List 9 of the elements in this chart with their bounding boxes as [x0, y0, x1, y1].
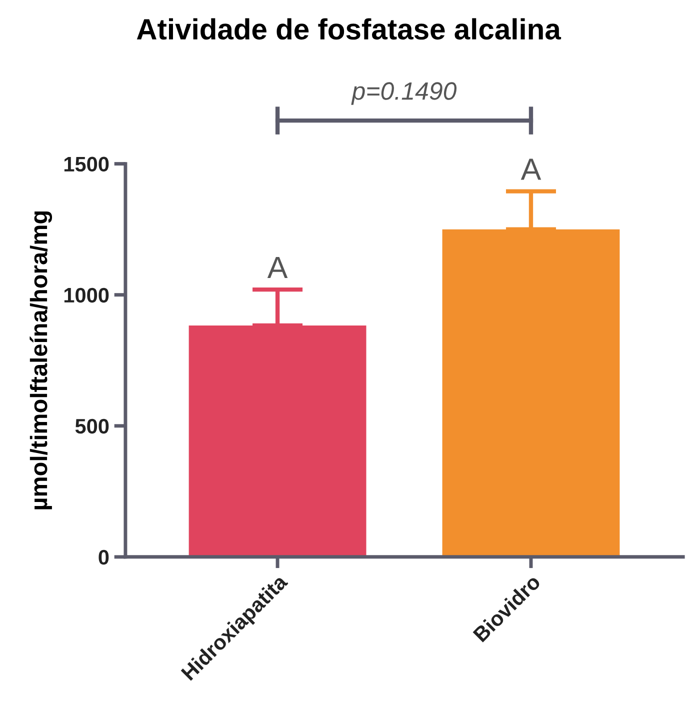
annotation: A [267, 256, 288, 278]
y-tick-label: 1000 [64, 288, 109, 303]
y-axis-title: µmol/timolftaleína/hora/mg [30, 211, 52, 510]
text: p=0.1490 [351, 82, 457, 105]
y-tick-label: 1500 [64, 156, 109, 172]
y-tick-label: 500 [75, 418, 109, 434]
chart-title: Atividade de fosfatase alcalina [136, 18, 562, 40]
y-tick-label: 0 [98, 550, 109, 565]
annotation: A [520, 158, 542, 180]
